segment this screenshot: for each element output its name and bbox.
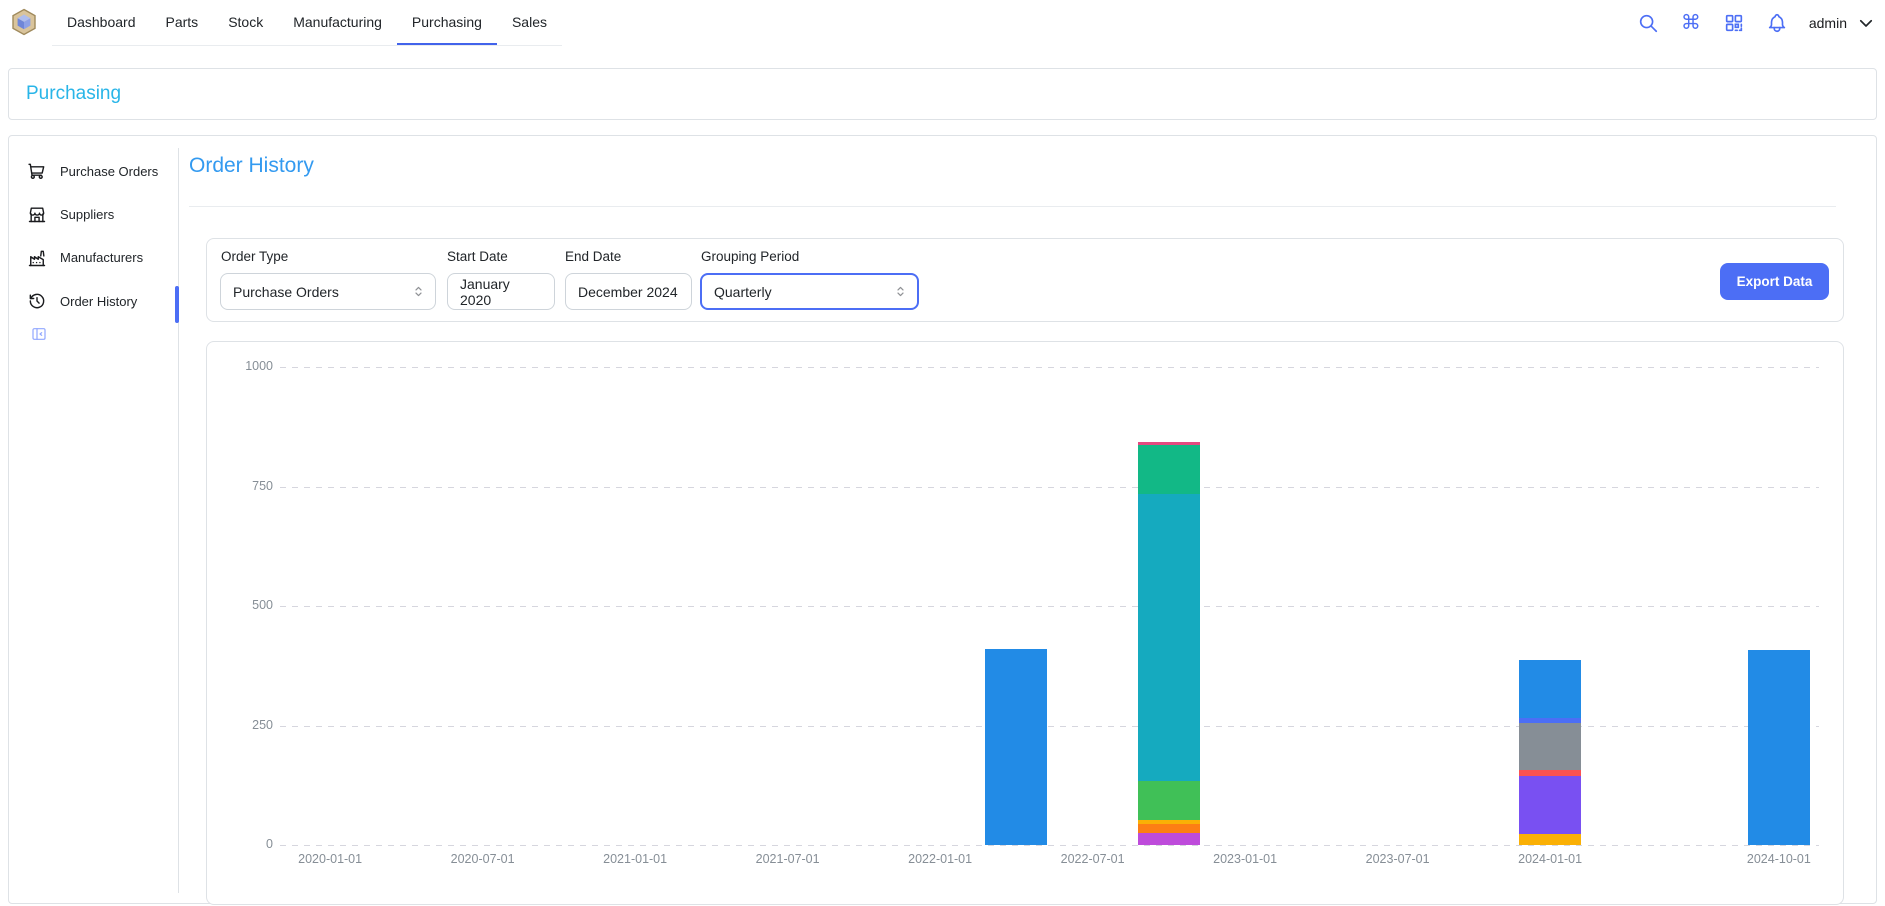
y-axis-tick-label: 500: [252, 598, 273, 612]
x-axis-tick-label: 2021-07-01: [755, 852, 820, 866]
bar-segment-series-green[interactable]: [1137, 780, 1200, 821]
sidebar-item-suppliers[interactable]: Suppliers: [27, 196, 114, 232]
sidebar-item-order-history[interactable]: Order History: [27, 283, 137, 319]
x-axis-tick-label: 2024-10-01: [1746, 852, 1811, 866]
start-date-input[interactable]: January 2020: [447, 273, 555, 310]
selector-updown-icon: [897, 286, 904, 297]
purchasing-panel: Purchase Orders Suppliers Manufacturers: [8, 135, 1877, 905]
export-data-button[interactable]: Export Data: [1720, 263, 1829, 300]
bar-segment-series-red[interactable]: [1519, 769, 1582, 777]
tab-dashboard-label: Dashboard: [67, 13, 136, 30]
sidebar-item-label: Manufacturers: [60, 250, 144, 265]
order-type-value: Purchase Orders: [233, 283, 339, 300]
sidebar-item-purchase-orders[interactable]: Purchase Orders: [27, 153, 158, 189]
y-gridline: [280, 845, 1819, 846]
x-axis-tick-label: 2024-01-01: [1518, 852, 1583, 866]
bar-segment-series-pink[interactable]: [1137, 442, 1200, 445]
bar-segment-series-blue[interactable]: [985, 649, 1048, 845]
sidebar-item-manufacturers[interactable]: Manufacturers: [27, 240, 143, 276]
bar-segment-series-orange[interactable]: [1137, 823, 1200, 834]
start-date-value: January 2020: [460, 275, 510, 308]
sidebar-collapse-icon[interactable]: [31, 326, 47, 342]
top-navigation-bar: Dashboard Parts Stock Manufacturing Purc…: [0, 0, 1885, 46]
bar-segment-series-yellow[interactable]: [1137, 820, 1200, 824]
tab-stock-label: Stock: [228, 13, 264, 30]
sidebar-item-label: Purchase Orders: [60, 163, 159, 179]
tab-manufacturing[interactable]: Manufacturing: [278, 0, 397, 45]
sidebar-item-label: Order History: [60, 293, 138, 309]
y-axis-tick-label: 1000: [245, 359, 273, 373]
shopping-cart-icon: [28, 163, 45, 179]
x-axis-tick-label: 2022-01-01: [908, 852, 973, 866]
y-gridline: [280, 606, 1819, 607]
sidebar-divider: [178, 148, 179, 893]
main-nav-tabs: Dashboard Parts Stock Manufacturing Purc…: [52, 0, 562, 46]
grouping-period-value: Quarterly: [714, 283, 772, 300]
bar-segment-series-gray[interactable]: [1519, 723, 1582, 770]
command-glyph: ⌘: [1680, 12, 1701, 34]
tab-dashboard[interactable]: Dashboard: [52, 0, 151, 45]
notification-bell-icon[interactable]: [1766, 12, 1788, 34]
y-axis-tick-label: 750: [252, 478, 273, 493]
tab-parts-label: Parts: [165, 13, 199, 30]
selector-updown-icon: [415, 286, 422, 297]
bar-segment-series-indigo[interactable]: [1519, 718, 1582, 724]
chevron-down-icon: [1859, 19, 1873, 27]
username-label: admin: [1808, 15, 1847, 31]
tab-purchasing-label: Purchasing: [411, 13, 482, 30]
grouping-period-select[interactable]: Quarterly: [700, 273, 919, 310]
y-gridline: [280, 725, 1819, 727]
title-divider: [189, 206, 1836, 207]
order-history-chart: 0 250 500 750 1000 2020-01-01 2020-07-01 2021-0…: [206, 341, 1844, 905]
order-type-label: Order Type: [221, 249, 289, 264]
qr-code-icon[interactable]: [1723, 12, 1745, 34]
store-icon: [28, 207, 46, 223]
x-axis-tick-label: 2023-01-01: [1213, 852, 1278, 866]
x-axis-tick-label: 2021-01-01: [603, 852, 668, 866]
breadcrumb[interactable]: Purchasing: [26, 83, 122, 104]
tab-stock[interactable]: Stock: [213, 0, 278, 45]
grouping-period-label: Grouping Period: [701, 249, 800, 264]
command-icon[interactable]: ⌘: [1680, 12, 1702, 34]
chart-plot-area: 0 250 500 750 1000 2020-01-01 2020-07-01 2021-0…: [207, 342, 1843, 904]
x-axis-tick-label: 2022-07-01: [1060, 852, 1125, 866]
bar-segment-series-grape[interactable]: [1137, 833, 1200, 845]
user-menu[interactable]: admin: [1809, 14, 1875, 32]
y-gridline: [280, 486, 1819, 488]
sidebar-item-label: Suppliers: [60, 206, 115, 222]
factory-icon: [28, 250, 46, 266]
x-axis-tick-label: 2020-07-01: [450, 852, 515, 866]
header-actions: ⌘ admin: [1637, 0, 1875, 46]
history-clock-icon: [29, 293, 45, 309]
order-type-select[interactable]: Purchase Orders: [220, 273, 436, 310]
search-icon[interactable]: [1637, 12, 1659, 34]
tab-sales[interactable]: Sales: [497, 0, 562, 45]
start-date-label: Start Date: [447, 249, 508, 264]
y-gridline: [280, 367, 1819, 368]
bar-segment-series-cyan[interactable]: [1137, 494, 1200, 781]
bar-segment-series-blue[interactable]: [1519, 659, 1582, 719]
tab-purchasing[interactable]: Purchasing: [396, 0, 497, 45]
tab-parts[interactable]: Parts: [151, 0, 214, 45]
sidebar-active-indicator: [175, 286, 179, 323]
x-axis-tick-label: 2023-07-01: [1365, 852, 1430, 866]
bar-segment-series-blue[interactable]: [1747, 649, 1810, 845]
breadcrumb-panel: Purchasing: [8, 68, 1877, 120]
bar-segment-series-teal[interactable]: [1137, 444, 1200, 495]
x-axis-tick-label: 2020-01-01: [298, 852, 363, 866]
y-axis-tick-label: 0: [266, 837, 273, 851]
end-date-value: December 2024: [578, 283, 678, 300]
bar-segment-series-yellow[interactable]: [1519, 834, 1582, 845]
filter-toolbar: Order Type Purchase Orders Start Date Ja…: [206, 238, 1844, 322]
app-logo-icon[interactable]: [10, 8, 38, 36]
tab-manufacturing-label: Manufacturing: [293, 13, 382, 30]
bar-segment-series-violet[interactable]: [1519, 776, 1582, 834]
page-title: Order History: [189, 154, 314, 177]
end-date-input[interactable]: December 2024: [565, 273, 692, 310]
tab-sales-label: Sales: [511, 13, 547, 30]
y-axis-tick-label: 250: [252, 717, 273, 732]
end-date-label: End Date: [565, 249, 622, 264]
